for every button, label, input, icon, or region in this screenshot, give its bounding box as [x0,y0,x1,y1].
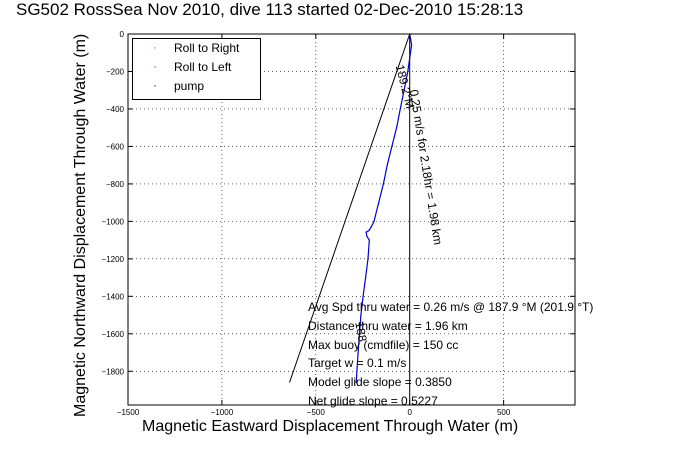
y-tick-label-0: 0 [120,30,125,39]
series-0-point-20 [362,295,364,297]
plot-frame [127,33,576,406]
legend-marker-pump: · [153,80,157,92]
y-tick-label-9: −1800 [102,367,125,376]
stat-model-glide: Model glide slope = 0.3850 [308,375,452,390]
series-0-point-3 [409,52,412,54]
series-0-point-15 [365,231,367,233]
series-0-point-11 [378,202,380,204]
series-0-point-1 [410,39,412,41]
legend-entry-pump: · pump [133,77,260,96]
legend-entry-roll-right: · Roll to Right [133,39,260,58]
x-axis-label: Magnetic Eastward Displacement Through W… [142,418,519,435]
legend-marker-roll-left: · [153,61,157,73]
x-tick-label-3: 0 [407,408,412,417]
x-tick-label-1: −1000 [211,408,234,417]
y-tick-label-6: −1200 [102,255,125,264]
stat-target-w: Target w = 0.1 m/s [308,356,407,371]
y-tick-label-4: −800 [106,180,125,189]
stat-max-buoy: Max buoy (cmdfile) = 150 cc [308,337,459,352]
stat-distance: Distance thru water = 1.96 km [308,318,468,333]
stat-net-glide: Net glide slope = 0.5227 [308,393,438,408]
series-line-0 [355,33,413,383]
y-tick-label-5: −1000 [102,217,125,226]
stats-block: Avg Spd thru water = 0.26 m/s @ 187.9 °M… [308,298,593,411]
chart-title: SG502 RossSea Nov 2010, dive 113 started… [16,0,524,19]
series-0-point-12 [373,220,375,222]
series-0-point-13 [370,226,372,228]
y-tick-label-7: −1400 [102,292,125,301]
series-0-point-16 [366,235,368,237]
series-0-point-8 [391,145,393,147]
legend-entry-roll-left: · Roll to Left [133,58,260,77]
series-0-point-17 [368,239,370,241]
reference-line-0 [289,33,411,383]
series-0-point-4 [407,70,409,73]
series-0-point-19 [365,277,367,279]
series-group [355,33,413,384]
series-0-point-7 [396,127,398,129]
series-0-point-5 [403,89,405,91]
annotation-2: 188 [352,321,369,343]
y-tick-label-1: −200 [106,67,125,76]
series-0-point-14 [368,230,370,232]
series-0-point-23 [355,381,357,384]
series-0-point-18 [367,258,369,260]
y-tick-label-2: −400 [106,105,125,114]
series-0-point-10 [382,183,384,185]
reference-lines [289,33,411,405]
series-0-point-6 [399,108,401,110]
legend: · Roll to Right · Roll to Left · pump [132,38,261,100]
series-0-point-2 [411,44,413,46]
x-tick-label-2: −500 [307,408,326,417]
legend-marker-roll-right: · [153,42,157,54]
y-axis: 0 −200 −400 −600 −800 −1000 −1200 −1400 −1600 −18… [102,30,575,376]
series-0-point-22 [357,351,359,354]
x-axis: −1500 −1000 −500 0 500 [117,34,511,417]
x-tick-label-0: −1500 [117,408,140,417]
legend-label-roll-left: Roll to Left [174,60,232,74]
stat-avg-speed: Avg Spd thru water = 0.26 m/s @ 187.9 °M… [308,300,594,314]
x-tick-label-4: 500 [497,408,511,417]
y-axis-label: Magnetic Northward Displacement Through … [72,33,89,417]
y-tick-label-3: −600 [106,142,125,151]
legend-label-roll-right: Roll to Right [174,41,240,55]
series-0-point-21 [360,314,362,316]
series-0-point-9 [386,164,388,166]
y-tick-label-8: −1600 [102,330,125,339]
legend-label-pump: pump [174,79,205,93]
